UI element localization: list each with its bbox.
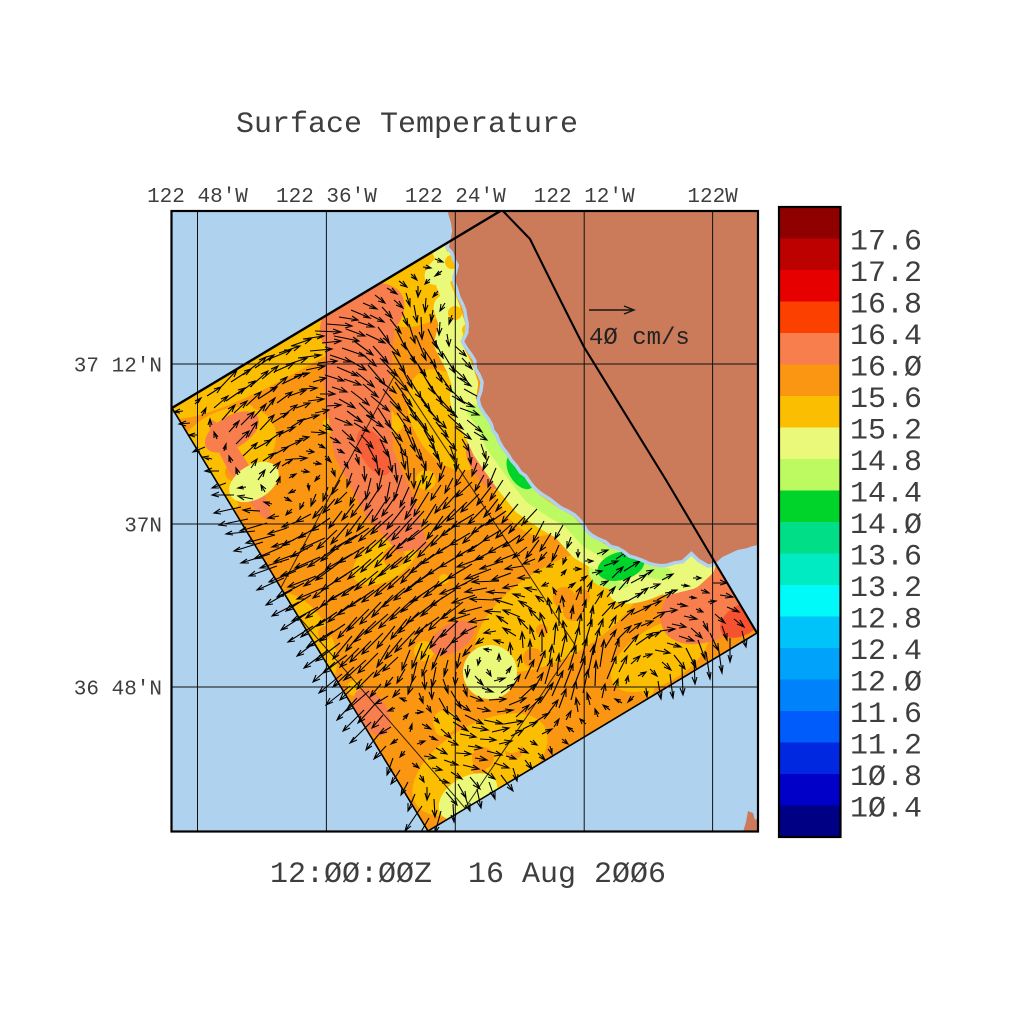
svg-text:11.6: 11.6 <box>850 698 922 732</box>
svg-text:12.8: 12.8 <box>850 604 922 638</box>
svg-text:14.8: 14.8 <box>850 446 922 480</box>
svg-text:13.2: 13.2 <box>850 572 922 606</box>
svg-text:37 12'N: 37 12'N <box>74 356 162 379</box>
svg-text:122 12'W: 122 12'W <box>534 186 635 209</box>
svg-text:1Ø.4: 1Ø.4 <box>850 793 922 827</box>
svg-text:122W: 122W <box>687 186 738 209</box>
svg-text:12:ØØ:ØØZ 16 Aug 2ØØ6: 12:ØØ:ØØZ 16 Aug 2ØØ6 <box>270 858 666 892</box>
svg-text:13.6: 13.6 <box>850 541 922 575</box>
svg-text:122 24'W: 122 24'W <box>405 186 506 209</box>
svg-text:11.2: 11.2 <box>850 730 922 764</box>
svg-text:4Ø cm/s: 4Ø cm/s <box>589 325 690 352</box>
svg-text:122 36'W: 122 36'W <box>276 186 377 209</box>
svg-text:37N: 37N <box>124 516 162 539</box>
svg-text:15.2: 15.2 <box>850 415 922 449</box>
svg-text:36 48'N: 36 48'N <box>74 679 162 702</box>
svg-text:14.4: 14.4 <box>850 478 922 512</box>
svg-text:122 48'W: 122 48'W <box>147 186 248 209</box>
svg-text:14.Ø: 14.Ø <box>850 509 922 543</box>
svg-text:16.Ø: 16.Ø <box>850 352 922 386</box>
svg-text:16.4: 16.4 <box>850 320 922 354</box>
svg-text:1Ø.8: 1Ø.8 <box>850 761 922 795</box>
svg-text:15.6: 15.6 <box>850 383 922 417</box>
svg-text:16.8: 16.8 <box>850 289 922 323</box>
svg-text:17.6: 17.6 <box>850 226 922 260</box>
svg-text:12.Ø: 12.Ø <box>850 667 922 701</box>
svg-text:17.2: 17.2 <box>850 257 922 291</box>
svg-text:12.4: 12.4 <box>850 635 922 669</box>
svg-text:Surface Temperature: Surface Temperature <box>236 108 578 142</box>
